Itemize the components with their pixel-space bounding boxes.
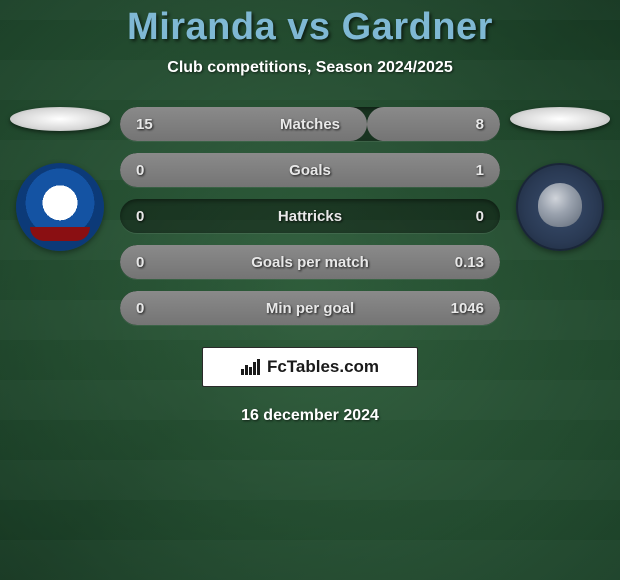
stat-row-matches: 15 Matches 8 — [120, 107, 500, 141]
stat-label: Goals — [120, 153, 500, 187]
stat-value-right: 1 — [476, 153, 484, 187]
stat-row-hattricks: 0 Hattricks 0 — [120, 199, 500, 233]
stat-row-goals: 0 Goals 1 — [120, 153, 500, 187]
stats-panel: 15 Matches 8 0 Goals 1 0 Hattricks 0 — [120, 107, 500, 325]
stat-value-right: 0 — [476, 199, 484, 233]
stat-label: Matches — [120, 107, 500, 141]
club-crest-left — [16, 163, 104, 251]
left-player-column — [10, 107, 110, 251]
comparison-layout: 15 Matches 8 0 Goals 1 0 Hattricks 0 — [0, 107, 620, 325]
page-title: Miranda vs Gardner — [0, 6, 620, 49]
page-subtitle: Club competitions, Season 2024/2025 — [0, 59, 620, 77]
stat-value-right: 1046 — [451, 291, 484, 325]
club-crest-right — [516, 163, 604, 251]
player-photo-placeholder-left — [10, 107, 110, 131]
right-player-column — [510, 107, 610, 251]
stat-label: Min per goal — [120, 291, 500, 325]
stat-row-goals-per-match: 0 Goals per match 0.13 — [120, 245, 500, 279]
bar-chart-icon — [241, 359, 261, 375]
stat-label: Goals per match — [120, 245, 500, 279]
date-label: 16 december 2024 — [0, 407, 620, 425]
content-root: Miranda vs Gardner Club competitions, Se… — [0, 0, 620, 425]
player-photo-placeholder-right — [510, 107, 610, 131]
stat-value-right: 0.13 — [455, 245, 484, 279]
stat-label: Hattricks — [120, 199, 500, 233]
stat-row-min-per-goal: 0 Min per goal 1046 — [120, 291, 500, 325]
attribution-text: FcTables.com — [267, 357, 379, 377]
stat-value-right: 8 — [476, 107, 484, 141]
attribution-badge[interactable]: FcTables.com — [202, 347, 418, 387]
